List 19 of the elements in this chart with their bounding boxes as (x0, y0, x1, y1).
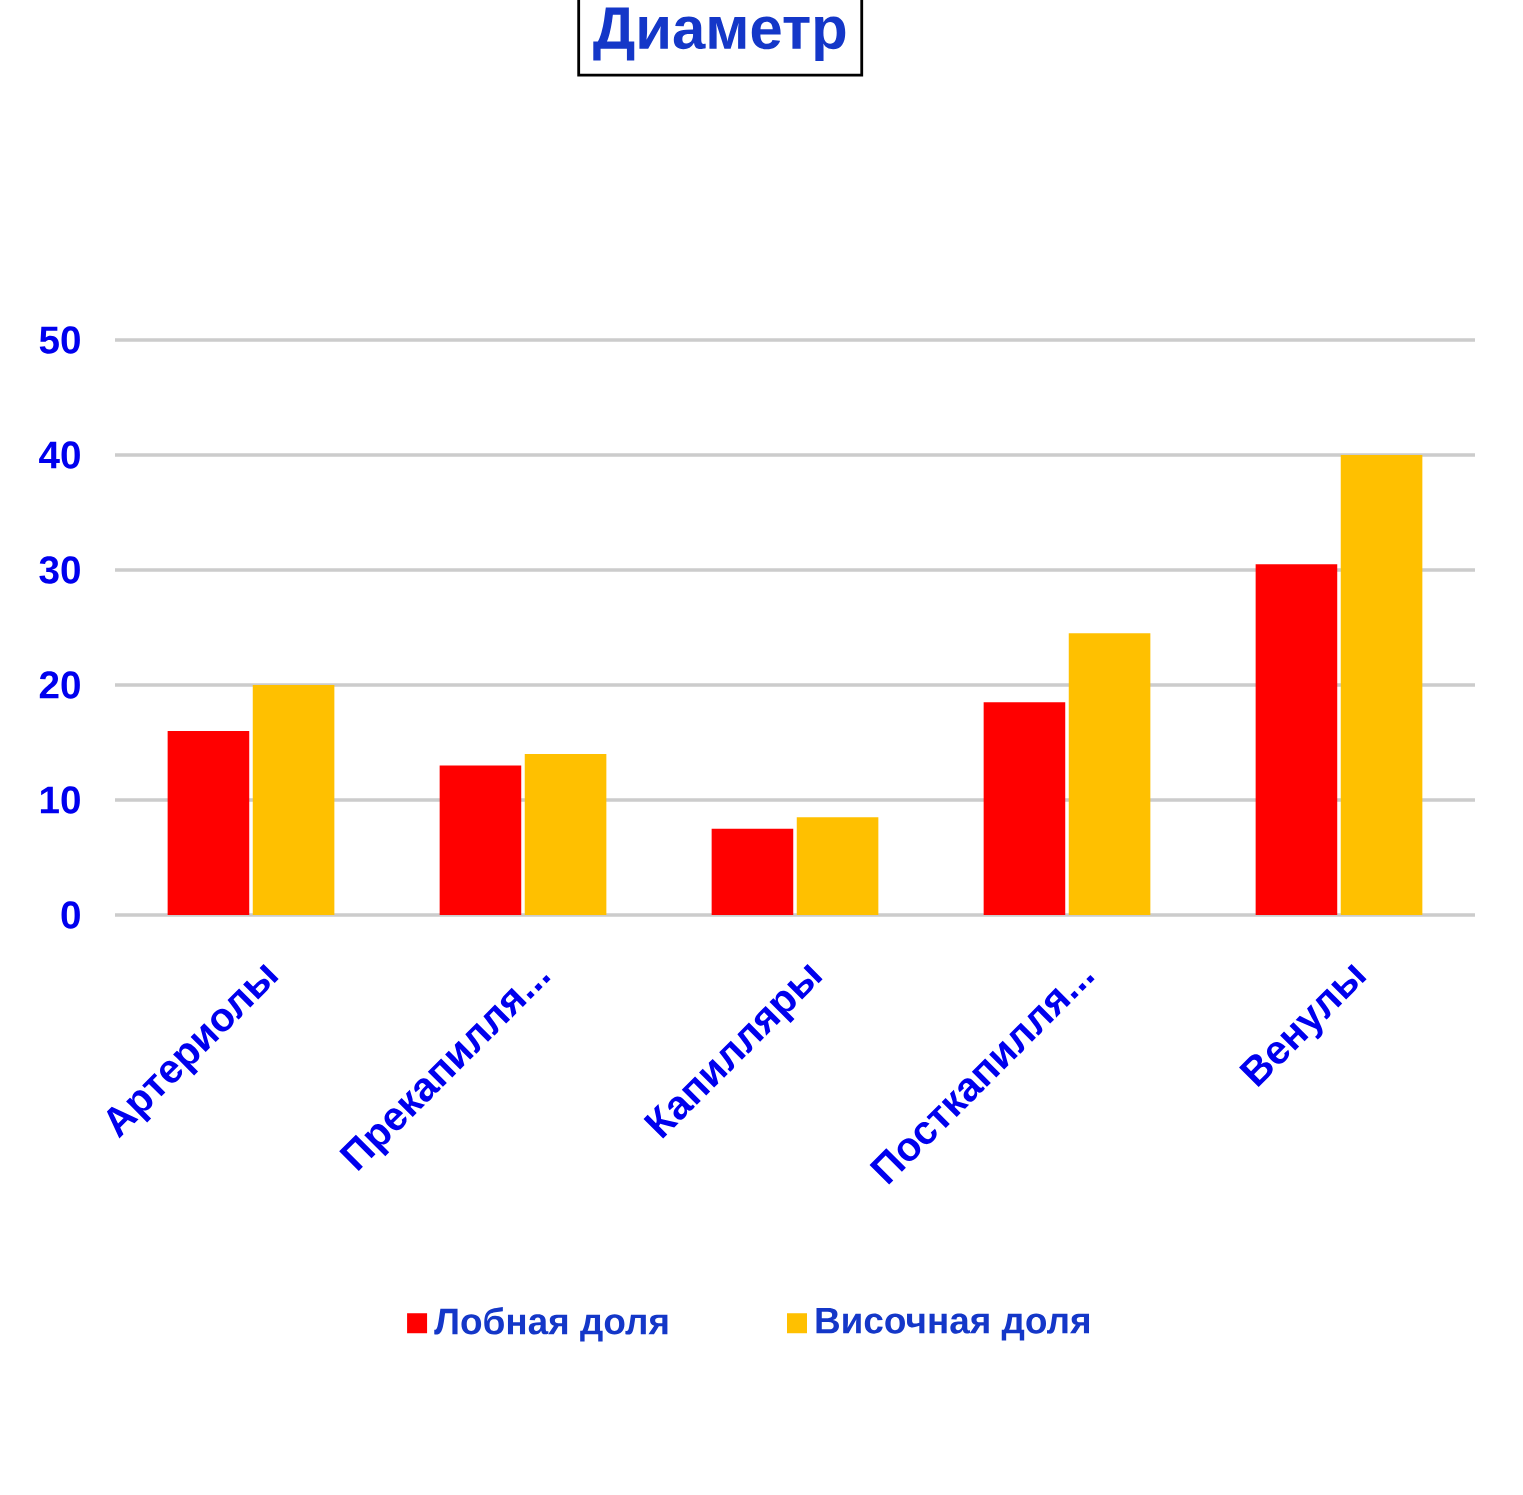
bar (167, 731, 250, 915)
bar (796, 817, 879, 915)
bar (1255, 564, 1338, 915)
bar (439, 765, 522, 915)
legend-label: Височная доля (816, 1307, 1090, 1341)
bar (524, 754, 607, 915)
bar (252, 685, 335, 915)
y-tick-label: 50 (39, 326, 80, 354)
y-tick-label: 40 (39, 441, 80, 469)
y-tick-label: 10 (40, 786, 80, 814)
y-tick-label: 0 (61, 901, 80, 929)
y-tick-label: 30 (39, 556, 80, 584)
bar (711, 828, 794, 915)
bar (983, 702, 1066, 915)
y-tick-label: 20 (39, 671, 80, 699)
legend-label: Лобная доля (434, 1307, 668, 1342)
chart-title: Диаметр (593, 7, 846, 62)
bar (1068, 633, 1151, 915)
bar (1340, 455, 1423, 915)
